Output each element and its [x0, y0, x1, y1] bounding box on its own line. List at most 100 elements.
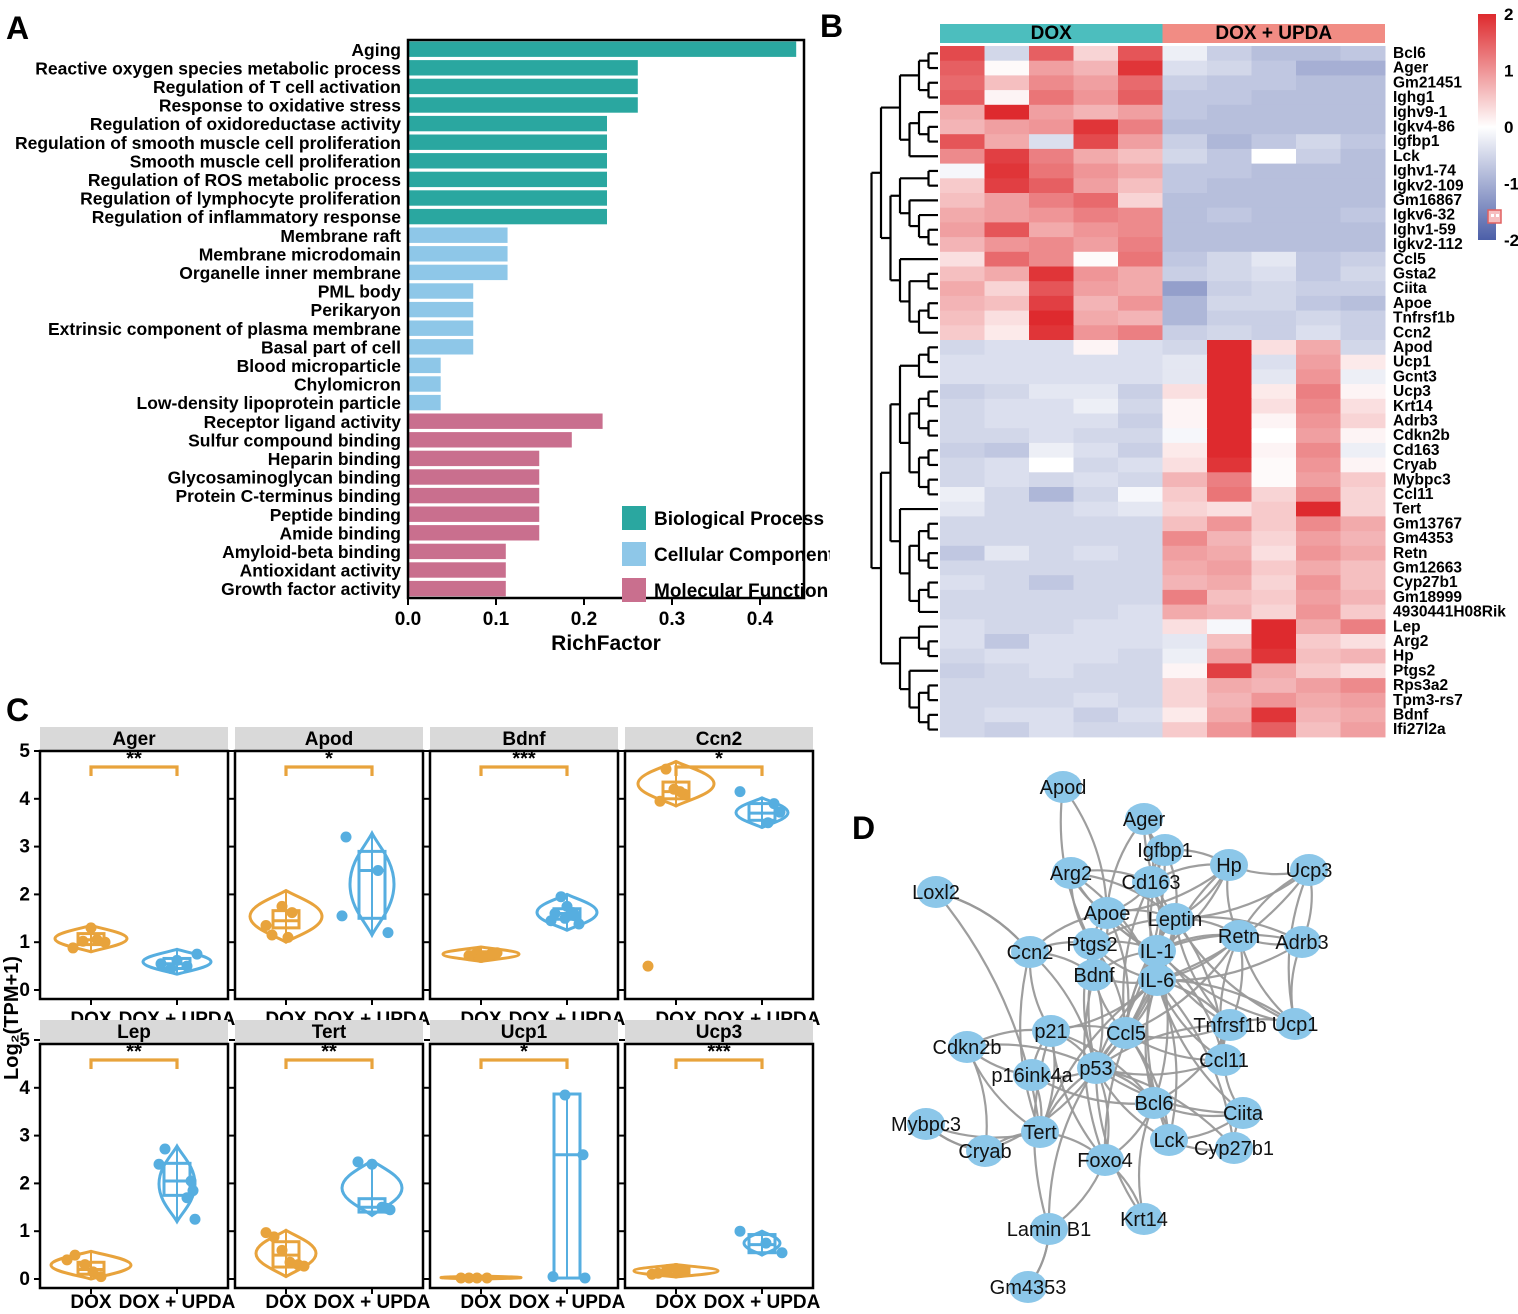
sig-stars: **: [126, 748, 142, 770]
node-label: Ccn2: [1007, 942, 1054, 964]
heatmap-cell: [1073, 648, 1119, 664]
bar-label: PML body: [318, 282, 402, 302]
bar-label: Response to oxidative stress: [159, 96, 401, 116]
node-label: Igfbp1: [1137, 840, 1193, 862]
jitter-point: [734, 786, 746, 798]
heatmap-cell: [1029, 634, 1074, 650]
heatmap-cell: [1296, 442, 1341, 459]
jitter-point: [159, 1143, 171, 1155]
panel-b-label: B: [820, 8, 844, 44]
sig-bracket: [89, 1058, 179, 1069]
heatmap-cell: [984, 281, 1030, 297]
heatmap-cell: [1296, 193, 1341, 209]
network-node: [1138, 964, 1176, 996]
jitter-point: [99, 936, 111, 948]
heatmap-cell: [1340, 163, 1386, 179]
gene-label: Lck: [1393, 148, 1420, 165]
legend-swatch: [622, 506, 646, 530]
heatmap-cell: [1251, 207, 1297, 223]
node-label: p53: [1079, 1058, 1112, 1080]
heatmap-cell: [1296, 575, 1341, 591]
heatmap-cell: [1296, 163, 1341, 179]
node-label: Lck: [1153, 1130, 1185, 1152]
heatmap-cell: [1162, 457, 1208, 473]
heatmap-cell: [1251, 281, 1297, 297]
heatmap-cell: [1118, 104, 1163, 120]
heatmap-cell: [1207, 325, 1252, 341]
gene-label: Tnfrsf1b: [1393, 310, 1455, 327]
heatmap-cell: [1296, 266, 1341, 282]
bar-label: Sulfur compound binding: [188, 430, 401, 450]
network-node: [1220, 920, 1258, 952]
bar-label: Chylomicron: [294, 375, 401, 395]
heatmap-cell: [1251, 472, 1297, 488]
heatmap-cell: [1118, 60, 1163, 76]
heatmap-cell: [984, 472, 1030, 488]
node-label: Arg2: [1050, 863, 1092, 885]
heatmap-cell: [1073, 545, 1119, 561]
heatmap-cell: [1251, 663, 1297, 679]
heatmap-cell: [1118, 207, 1163, 223]
node-label: Ccl11: [1199, 1050, 1249, 1072]
heatmap-cell: [1340, 634, 1386, 650]
heatmap-cell: [1073, 634, 1119, 650]
x-tick-label: DOX: [460, 1292, 502, 1313]
jitter-point: [646, 1268, 658, 1280]
heatmap-cell: [1162, 692, 1208, 708]
colorbar-artifact-dot: [1491, 214, 1494, 217]
violin: [348, 829, 396, 939]
heatmap-cell: [1251, 295, 1297, 312]
heatmap-cell: [1251, 384, 1297, 400]
heatmap-cell: [1251, 531, 1297, 547]
heatmap-cell: [1029, 516, 1074, 532]
bar: [409, 301, 474, 318]
heatmap-cell: [1296, 413, 1341, 429]
heatmap-cell: [1073, 398, 1119, 414]
network-edge: [1137, 1102, 1156, 1220]
heatmap-cell: [1251, 604, 1297, 620]
heatmap-cell: [1251, 178, 1297, 194]
heatmap-cell: [1207, 295, 1252, 312]
heatmap-cell: [1340, 310, 1386, 326]
jitter-point: [678, 1266, 690, 1278]
heatmap-cell: [1162, 428, 1208, 444]
heatmap-cell: [984, 340, 1030, 356]
jitter-point: [382, 927, 394, 939]
heatmap-cell: [1296, 604, 1341, 620]
node-label: Gm4353: [990, 1277, 1067, 1299]
heatmap-cell: [1251, 354, 1297, 370]
heatmap-cell: [1029, 104, 1074, 120]
x-tick-label: DOX: [655, 1292, 697, 1313]
legend-swatch: [622, 542, 646, 566]
gene-label: Igfbp1: [1393, 133, 1440, 150]
heatmap-cell: [940, 119, 985, 135]
facet-header: [430, 1020, 618, 1044]
bar: [409, 227, 508, 243]
heatmap-cell: [940, 692, 985, 708]
heatmap-cell: [1162, 722, 1208, 738]
jitter-point: [366, 1158, 378, 1170]
bar: [409, 78, 638, 95]
network-node: [1135, 1087, 1173, 1119]
jitter-point: [559, 1089, 571, 1101]
colorbar-artifact-dot: [1496, 214, 1499, 217]
gene-label: Gm4353: [1393, 530, 1454, 547]
bar-label: Membrane microdomain: [199, 244, 401, 264]
heatmap-cell: [1073, 266, 1119, 282]
heatmap-cell: [1207, 46, 1252, 62]
heatmap-cell: [1251, 237, 1297, 253]
heatmap-cell: [1162, 472, 1208, 488]
heatmap-cell: [1340, 222, 1386, 238]
heatmap-cell: [1073, 354, 1119, 370]
node-label: Cdkn2b: [933, 1037, 1002, 1059]
gene-label: Mybpc3: [1393, 471, 1451, 488]
heatmap-cell: [1029, 369, 1074, 385]
network-node: [1021, 1116, 1059, 1148]
heatmap-cell: [1296, 648, 1341, 664]
node-label: Apod: [1040, 777, 1087, 799]
heatmap-cell: [1340, 501, 1386, 517]
heatmap-cell: [1162, 340, 1208, 356]
heatmap-cell: [1029, 354, 1074, 370]
heatmap-cell: [1296, 104, 1341, 120]
network-node: [907, 1108, 945, 1140]
